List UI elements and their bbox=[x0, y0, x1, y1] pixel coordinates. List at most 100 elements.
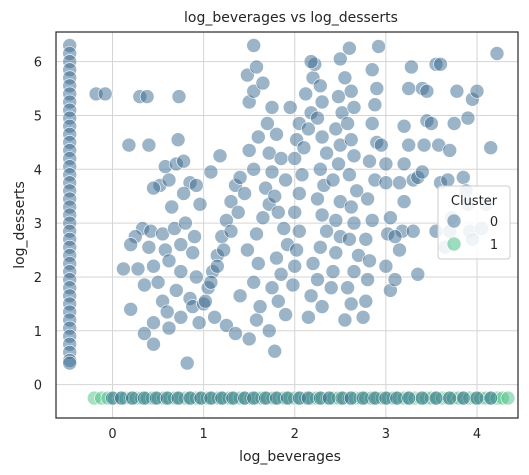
data-point-cluster-0 bbox=[298, 86, 314, 102]
data-point-cluster-0 bbox=[362, 153, 377, 169]
data-point-cluster-0 bbox=[240, 242, 255, 258]
legend-marker-cluster-0 bbox=[446, 213, 462, 229]
data-point-cluster-0 bbox=[367, 97, 383, 112]
data-point-cluster-0 bbox=[312, 78, 328, 94]
data-point-cluster-0 bbox=[414, 390, 430, 406]
data-point-cluster-0 bbox=[314, 299, 330, 314]
data-point-cluster-0 bbox=[378, 258, 394, 274]
data-point-cluster-0 bbox=[358, 232, 374, 247]
data-point-cluster-0 bbox=[405, 223, 421, 239]
data-point-cluster-0 bbox=[483, 390, 499, 406]
data-point-cluster-0 bbox=[178, 215, 193, 231]
plot-frame bbox=[55, 31, 519, 419]
data-point-cluster-0 bbox=[216, 242, 231, 258]
data-point-cluster-0 bbox=[282, 100, 298, 115]
legend-label-cluster-1: 1 bbox=[490, 238, 498, 253]
data-point-cluster-0 bbox=[346, 100, 362, 115]
data-point-cluster-0 bbox=[249, 59, 264, 75]
legend: Cluster 0 1 bbox=[437, 185, 511, 260]
data-point-cluster-0 bbox=[123, 301, 138, 317]
data-point-cluster-0 bbox=[364, 213, 380, 228]
y-tick-label: 2 bbox=[34, 271, 42, 286]
data-point-cluster-0 bbox=[428, 390, 444, 406]
data-point-cluster-0 bbox=[310, 110, 325, 126]
legend-label-cluster-0: 0 bbox=[490, 215, 498, 230]
data-point-cluster-0 bbox=[212, 148, 228, 164]
data-point-cluster-0 bbox=[401, 390, 417, 406]
data-point-cluster-0 bbox=[210, 258, 225, 274]
data-point-cluster-0 bbox=[301, 309, 316, 325]
data-point-cluster-0 bbox=[305, 256, 321, 271]
data-point-cluster-0 bbox=[161, 320, 177, 336]
data-point-cluster-0 bbox=[169, 283, 184, 298]
data-point-cluster-0 bbox=[192, 197, 208, 212]
data-point-cluster-0 bbox=[161, 172, 177, 188]
data-point-cluster-0 bbox=[358, 293, 374, 309]
data-point-cluster-0 bbox=[246, 162, 261, 177]
data-point-cluster-0 bbox=[294, 167, 310, 182]
data-point-cluster-0 bbox=[187, 229, 202, 244]
data-point-cluster-0 bbox=[273, 151, 289, 166]
data-point-cluster-0 bbox=[455, 390, 471, 406]
data-point-cluster-0 bbox=[270, 293, 286, 309]
data-point-cluster-0 bbox=[416, 137, 432, 153]
data-point-cluster-0 bbox=[373, 137, 389, 153]
data-point-cluster-0 bbox=[291, 223, 307, 239]
x-tick-label: 4 bbox=[473, 427, 481, 442]
data-point-cluster-0 bbox=[232, 170, 248, 185]
data-point-cluster-0 bbox=[289, 242, 304, 258]
data-point-cluster-0 bbox=[223, 223, 239, 239]
data-point-cluster-0 bbox=[223, 194, 239, 209]
legend-title: Cluster bbox=[451, 194, 498, 209]
data-point-cluster-0 bbox=[312, 240, 328, 255]
data-point-cluster-0 bbox=[489, 46, 505, 61]
data-point-cluster-0 bbox=[346, 215, 362, 231]
data-point-cluster-0 bbox=[191, 315, 207, 331]
data-point-cluster-0 bbox=[121, 137, 137, 153]
data-point-cluster-0 bbox=[232, 288, 248, 304]
y-axis-title: log_desserts bbox=[12, 181, 28, 269]
x-tick-label: 0 bbox=[108, 427, 116, 442]
data-point-cluster-0 bbox=[260, 116, 275, 131]
data-point-cluster-0 bbox=[267, 343, 283, 359]
data-point-cluster-0 bbox=[264, 100, 280, 115]
data-point-cluster-0 bbox=[141, 240, 157, 255]
data-point-cluster-0 bbox=[343, 83, 359, 99]
data-point-cluster-0 bbox=[250, 129, 266, 145]
data-point-cluster-0 bbox=[207, 309, 222, 325]
data-point-cluster-0 bbox=[455, 170, 471, 185]
y-tick-label: 5 bbox=[34, 109, 42, 124]
data-point-cluster-0 bbox=[342, 167, 357, 182]
data-point-cluster-0 bbox=[269, 127, 284, 142]
data-point-cluster-0 bbox=[396, 194, 412, 209]
data-point-cluster-0 bbox=[328, 213, 344, 228]
x-axis-title: log_beverages bbox=[239, 449, 341, 465]
data-point-cluster-0 bbox=[303, 54, 319, 69]
data-point-cluster-0 bbox=[303, 288, 319, 304]
data-point-cluster-0 bbox=[270, 205, 286, 220]
data-point-cluster-0 bbox=[369, 81, 385, 96]
data-point-cluster-0 bbox=[349, 183, 365, 199]
data-point-cluster-0 bbox=[241, 331, 257, 347]
data-point-cluster-0 bbox=[319, 145, 334, 161]
data-point-cluster-0 bbox=[401, 137, 417, 153]
data-point-cluster-0 bbox=[146, 180, 161, 196]
data-point-cluster-0 bbox=[203, 164, 219, 180]
data-point-cluster-0 bbox=[424, 116, 439, 131]
data-point-cluster-0 bbox=[396, 156, 412, 172]
data-point-cluster-0 bbox=[116, 261, 131, 277]
data-point-cluster-0 bbox=[278, 172, 293, 188]
data-point-cluster-0 bbox=[314, 94, 330, 110]
data-point-cluster-0 bbox=[378, 175, 394, 190]
data-point-cluster-0 bbox=[323, 280, 339, 296]
data-point-cluster-0 bbox=[383, 210, 398, 225]
data-point-cluster-0 bbox=[228, 326, 243, 341]
data-point-cluster-0 bbox=[310, 272, 325, 287]
data-point-cluster-0 bbox=[276, 221, 292, 236]
data-point-cluster-0 bbox=[314, 129, 330, 145]
data-point-cluster-0 bbox=[267, 188, 283, 204]
data-point-cluster-0 bbox=[171, 89, 187, 104]
data-point-cluster-0 bbox=[264, 280, 280, 296]
data-point-cluster-0 bbox=[185, 245, 200, 260]
data-point-cluster-0 bbox=[261, 323, 277, 339]
